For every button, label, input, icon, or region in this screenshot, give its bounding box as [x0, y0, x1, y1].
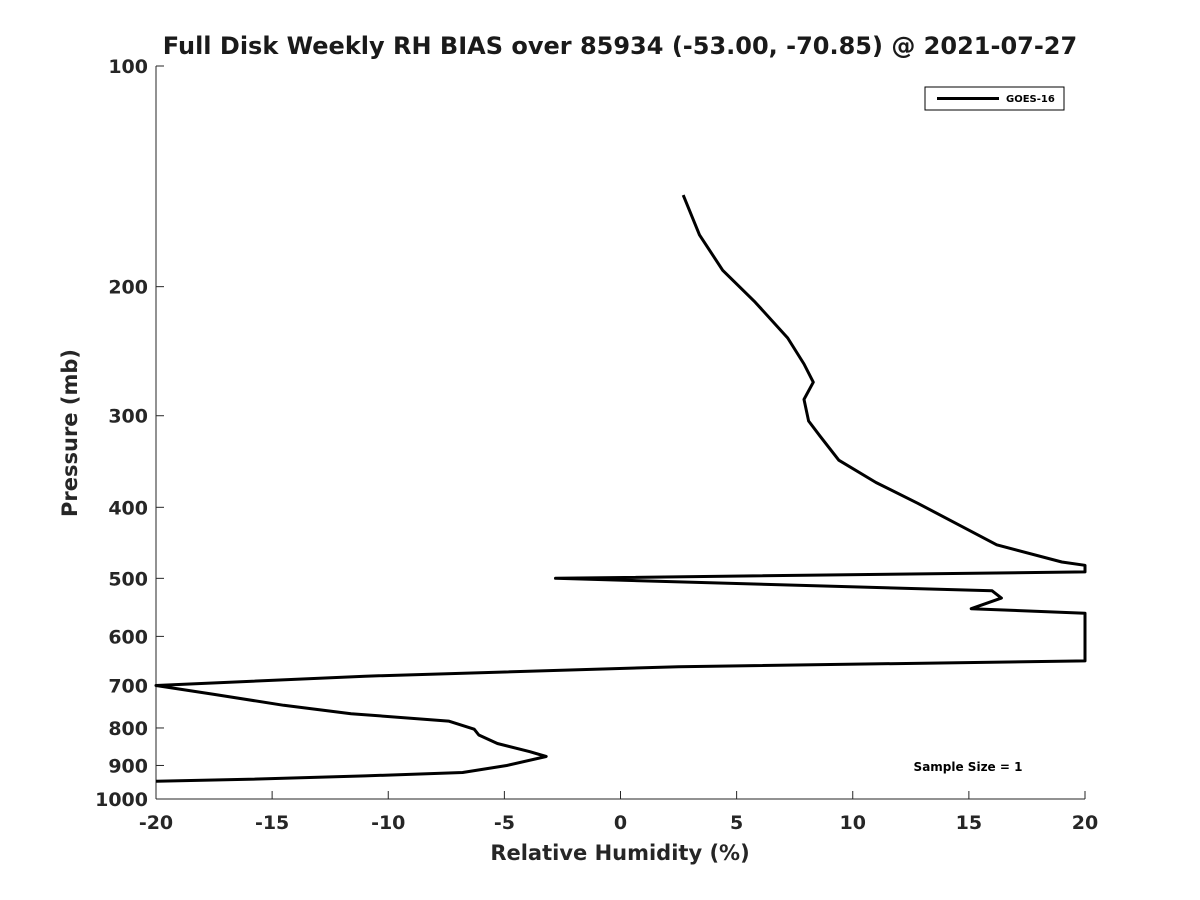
sample-size-annotation: Sample Size = 1: [914, 760, 1023, 774]
y-axis-ticks: 100 200 300 400 500 600 700 800 900 1000: [95, 56, 164, 811]
x-tick-label: -15: [255, 812, 289, 834]
x-tick-label: -10: [371, 812, 405, 834]
x-tick-label: -5: [494, 812, 515, 834]
axes: [155, 66, 1085, 800]
chart-title: Full Disk Weekly RH BIAS over 85934 (-53…: [163, 32, 1077, 60]
x-axis-ticks: -20 -15 -10 -5 0 5 10 15 20: [139, 791, 1098, 834]
x-tick-label: 15: [956, 812, 982, 834]
y-tick-label: 200: [108, 277, 148, 299]
y-tick-label: 300: [108, 406, 148, 428]
x-tick-label: 20: [1072, 812, 1098, 834]
x-tick-label: 0: [614, 812, 627, 834]
series-line-goes-16: [154, 194, 1087, 783]
x-tick-label: -20: [139, 812, 173, 834]
y-axis-label: Pressure (mb): [58, 349, 82, 517]
y-tick-label: 600: [108, 626, 148, 648]
x-tick-label: 10: [840, 812, 866, 834]
y-tick-label: 700: [108, 675, 148, 697]
y-tick-label: 1000: [95, 789, 148, 811]
y-tick-label: 100: [108, 56, 148, 78]
legend: GOES-16: [924, 86, 1065, 111]
legend-label-goes-16: GOES-16: [1006, 94, 1055, 105]
y-tick-label: 400: [108, 497, 148, 519]
series-group: [154, 194, 1087, 783]
y-tick-label: 800: [108, 718, 148, 740]
y-tick-label: 500: [108, 568, 148, 590]
x-tick-label: 5: [730, 812, 743, 834]
x-axis-label: Relative Humidity (%): [490, 841, 749, 865]
y-tick-label: 900: [108, 755, 148, 777]
